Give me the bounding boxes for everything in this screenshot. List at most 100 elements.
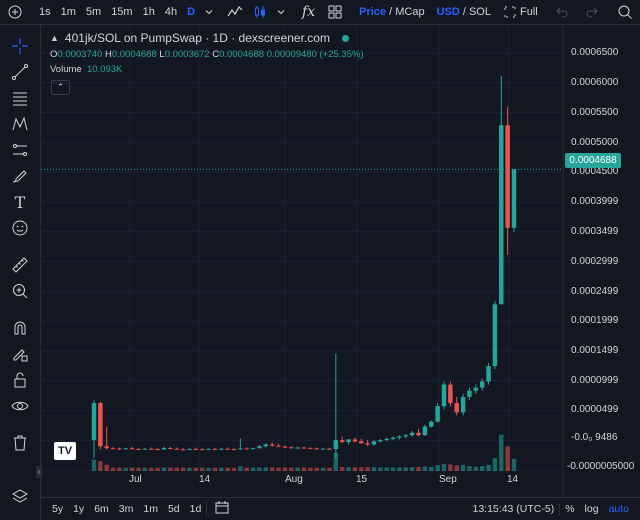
range-3m[interactable]: 3m: [118, 503, 134, 515]
candle: [435, 403, 440, 423]
range-5d[interactable]: 5d: [167, 503, 180, 515]
add-symbol-button[interactable]: [0, 0, 30, 24]
candle: [301, 446, 307, 449]
timeframe-1h[interactable]: 1h: [142, 6, 155, 18]
range-5y[interactable]: 5y: [52, 503, 64, 515]
candle-body: [333, 440, 339, 450]
timeframe-d[interactable]: D: [187, 6, 196, 18]
sol-option[interactable]: SOL: [468, 6, 491, 18]
candle: [161, 446, 167, 451]
chevron-down-icon: [205, 10, 213, 15]
symbol-title: 401jk/SOL on PumpSwap · 1D · dexscreener…: [64, 31, 330, 45]
brush-tool[interactable]: [10, 166, 30, 186]
volume-bar: [486, 464, 491, 471]
volume-bar: [193, 467, 199, 471]
candle: [168, 446, 173, 450]
timeframe-1s[interactable]: 1s: [39, 6, 51, 18]
emoji-tool[interactable]: [10, 218, 30, 238]
timeframe-4h[interactable]: 4h: [164, 6, 178, 18]
pattern-tool[interactable]: [10, 114, 30, 134]
price-mcap-toggle[interactable]: Price / MCap: [355, 0, 428, 24]
chart-legend: ▲ 401jk/SOL on PumpSwap · 1D · dexscreen…: [50, 31, 364, 75]
crosshair-tool[interactable]: [10, 36, 30, 56]
range-6m[interactable]: 6m: [94, 503, 109, 515]
candle-body: [384, 438, 389, 441]
candle-body: [314, 448, 319, 450]
undo-button[interactable]: [547, 0, 577, 24]
timeframe-1m[interactable]: 1m: [60, 6, 76, 18]
timeframe-5m[interactable]: 5m: [85, 6, 102, 18]
text-tool[interactable]: T: [10, 192, 30, 212]
candle-body: [142, 448, 148, 450]
candle-body: [269, 444, 275, 446]
volume-bar: [301, 467, 307, 471]
x-tick-label: Jul: [129, 474, 142, 485]
draw-mode-tool[interactable]: [10, 344, 30, 364]
candles-chart-button[interactable]: [248, 0, 272, 24]
candle: [378, 438, 383, 443]
search-button[interactable]: [611, 0, 639, 24]
projection-tool[interactable]: [10, 140, 30, 160]
usd-option[interactable]: USD: [436, 6, 460, 18]
candle-body: [403, 435, 409, 437]
redo-button[interactable]: [577, 0, 607, 24]
close-label: C: [212, 49, 220, 60]
candle: [174, 447, 179, 450]
candle: [371, 440, 377, 446]
volume-bar: [110, 467, 116, 471]
y-tick-label: 0.0000499: [571, 404, 619, 415]
fib-tool[interactable]: [10, 88, 30, 108]
redo-icon: [586, 7, 598, 18]
candle: [231, 448, 237, 451]
measure-tool[interactable]: [10, 255, 30, 275]
remove-drawings-tool[interactable]: [10, 433, 30, 453]
log-scale-button[interactable]: log: [584, 503, 599, 515]
collapse-indicators-button[interactable]: ⌃: [51, 80, 70, 95]
change-value: 0.00009480 (+25.35%): [266, 49, 364, 60]
y-tick-label: 0.0003499: [571, 226, 619, 237]
trend-line-tool[interactable]: [10, 62, 30, 82]
tradingview-logo[interactable]: TV: [54, 442, 76, 460]
candle: [98, 401, 103, 450]
lock-tool[interactable]: [10, 370, 30, 390]
visibility-tool[interactable]: [10, 396, 30, 416]
timezone-clock[interactable]: 13:15:43 (UTC-5): [472, 503, 555, 515]
date-range-button[interactable]: [206, 501, 234, 517]
search-icon: [618, 5, 632, 19]
auto-scale-button[interactable]: auto: [608, 503, 629, 515]
candle: [142, 448, 148, 451]
y-tick-label: 0.0002999: [571, 256, 619, 267]
candle-body: [429, 421, 434, 427]
smiley-icon: [12, 220, 28, 236]
left-scroll-arrow[interactable]: ‹: [36, 466, 42, 478]
volume-bar: [327, 467, 332, 471]
zoom-tool[interactable]: [10, 281, 30, 301]
volume-bar: [460, 464, 466, 471]
price-option[interactable]: Price: [359, 6, 387, 18]
timeframe-15m[interactable]: 15m: [111, 6, 133, 18]
chart-type-dropdown-button[interactable]: [272, 0, 290, 24]
candle: [473, 384, 479, 394]
usd-sol-toggle[interactable]: USD / SOL: [433, 0, 495, 24]
range-1d[interactable]: 1d: [189, 503, 202, 515]
fullscreen-button[interactable]: Full: [499, 0, 543, 24]
magnet-tool[interactable]: [10, 318, 30, 338]
candle-body: [320, 448, 326, 450]
price-chart[interactable]: [41, 25, 640, 496]
indicators-button[interactable]: fx: [294, 0, 323, 24]
mcap-option[interactable]: MCap: [395, 6, 425, 18]
range-1m[interactable]: 1m: [143, 503, 158, 515]
volume-bar: [441, 463, 447, 471]
line-chart-button[interactable]: [222, 0, 248, 24]
candle: [180, 448, 186, 451]
candle: [499, 75, 504, 305]
candle-body: [460, 396, 466, 413]
percent-scale-button[interactable]: %: [559, 503, 579, 515]
collapse-legend-icon[interactable]: ▲: [50, 33, 59, 43]
timeframe-dropdown-button[interactable]: [200, 0, 218, 24]
range-1y[interactable]: 1y: [73, 503, 85, 515]
volume-bar: [174, 467, 179, 471]
x-tick-label: 14: [199, 474, 211, 485]
object-tree-button[interactable]: [10, 487, 30, 507]
layouts-button[interactable]: [323, 0, 347, 24]
